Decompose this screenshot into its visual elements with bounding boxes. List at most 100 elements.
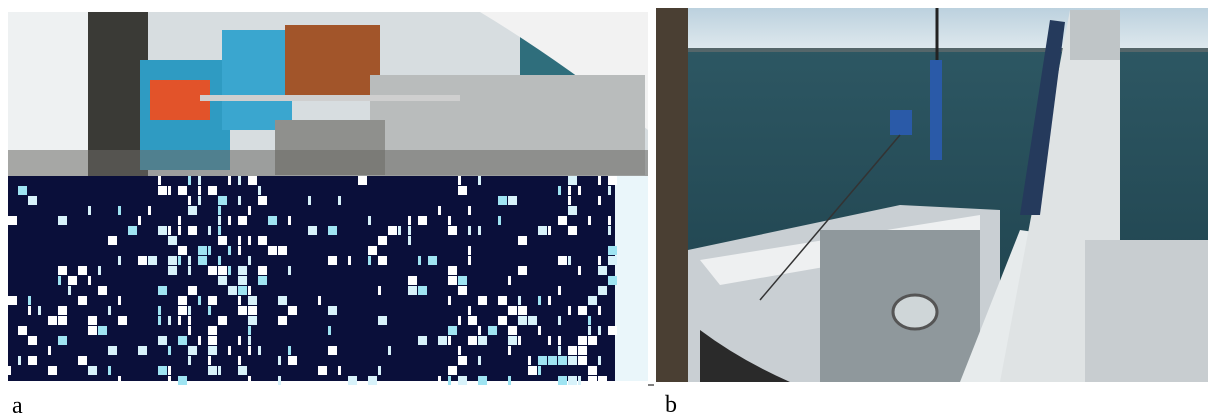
noise-pixel: [238, 216, 247, 225]
noise-pixel: [18, 186, 27, 195]
noise-pixel: [158, 186, 167, 195]
noise-pixel: [238, 176, 241, 185]
noise-pixel: [118, 316, 127, 325]
noise-pixel: [308, 196, 311, 205]
noise-pixel: [608, 176, 617, 185]
noise-pixel: [508, 276, 511, 285]
noise-pixel: [338, 366, 341, 375]
noise-pixel: [88, 316, 97, 325]
noise-pixel: [288, 346, 291, 355]
noise-pixel: [138, 256, 147, 265]
noise-pixel: [208, 246, 211, 255]
noise-pixel: [238, 196, 241, 205]
noise-pixel: [208, 356, 211, 365]
noise-pixel: [538, 366, 541, 375]
noise-pixel: [588, 336, 597, 345]
noise-pixel: [378, 316, 387, 325]
noise-pixel: [518, 236, 527, 245]
noise-pixel: [548, 296, 551, 305]
noise-pixel: [368, 216, 371, 225]
noise-pixel: [58, 216, 67, 225]
noise-pixel: [238, 266, 247, 275]
noise-pixel: [438, 336, 447, 345]
noise-pixel: [468, 336, 477, 345]
noise-pixel: [248, 206, 251, 215]
noise-pixel: [288, 356, 297, 365]
panel-label: a: [12, 393, 23, 414]
noise-pixel: [368, 256, 371, 265]
noise-pixel: [518, 306, 527, 315]
noise-pixel: [408, 276, 417, 285]
noise-pixel: [398, 226, 401, 235]
noise-pixel: [178, 296, 187, 305]
noise-pixel: [188, 266, 191, 275]
noise-pixel: [328, 346, 337, 355]
noise-pixel: [578, 336, 587, 345]
noise-pixel: [558, 346, 561, 355]
noise-pixel: [258, 196, 267, 205]
noise-pixel: [168, 316, 171, 325]
noise-pixel: [238, 286, 247, 295]
noise-pixel: [468, 246, 471, 255]
noise-pixel: [608, 226, 611, 235]
noise-pixel: [568, 186, 571, 195]
noise-pixel: [478, 356, 481, 365]
noise-pixel: [78, 266, 87, 275]
noise-pixel: [238, 356, 241, 365]
noise-pixel: [478, 376, 487, 385]
noise-pixel: [328, 226, 337, 235]
noise-pixel: [118, 256, 121, 265]
noise-pixel: [548, 226, 551, 235]
noise-pixel: [268, 246, 277, 255]
noise-pixel: [228, 176, 231, 185]
noise-pixel: [518, 266, 527, 275]
noise-pixel: [418, 216, 427, 225]
noise-pixel: [68, 276, 77, 285]
noise-pixel: [558, 356, 567, 365]
noise-pixel: [308, 226, 317, 235]
noise-pixel: [178, 306, 187, 315]
noise-pixel: [518, 296, 521, 305]
noise-pixel: [368, 376, 377, 385]
noise-pixel: [238, 366, 247, 375]
noise-pixel: [588, 326, 591, 335]
noise-pixel: [238, 296, 241, 305]
noise-pixel: [8, 216, 17, 225]
noise-pixel: [218, 226, 221, 235]
noise-pixel: [168, 376, 171, 385]
noise-pixel: [538, 226, 547, 235]
noise-pixel: [458, 286, 467, 295]
noise-pixel: [58, 316, 67, 325]
noise-pixel: [188, 306, 191, 315]
noise-pixel: [98, 286, 107, 295]
noise-pixel: [498, 196, 507, 205]
noise-pixel: [188, 256, 191, 265]
noise-pixel: [158, 226, 167, 235]
noise-pixel: [458, 316, 461, 325]
noise-pixel: [278, 376, 281, 385]
noise-pixel: [208, 266, 217, 275]
noise-pixel: [598, 306, 601, 315]
noise-pixel: [568, 176, 577, 185]
noise-pixel: [248, 326, 251, 335]
noise-pixel: [218, 196, 227, 205]
noise-pixel: [18, 356, 21, 365]
noise-pixel: [558, 286, 561, 295]
noise-pixel: [588, 376, 597, 385]
noise-pixel: [358, 176, 367, 185]
noise-pixel: [168, 366, 171, 375]
noise-pixel: [608, 186, 611, 195]
noise-pixel: [428, 256, 437, 265]
noise-pixel: [278, 316, 287, 325]
noise-pixel: [28, 356, 37, 365]
noise-pixel: [328, 256, 337, 265]
noise-pixel: [258, 346, 261, 355]
noise-pixel: [558, 336, 561, 345]
noise-pixel: [228, 246, 231, 255]
noise-pixel: [238, 236, 241, 245]
noise-pixel: [258, 276, 267, 285]
noise-pixel: [478, 296, 487, 305]
noise-pixel: [8, 296, 17, 305]
noise-pixel: [548, 356, 557, 365]
noise-pixel: [168, 226, 171, 235]
